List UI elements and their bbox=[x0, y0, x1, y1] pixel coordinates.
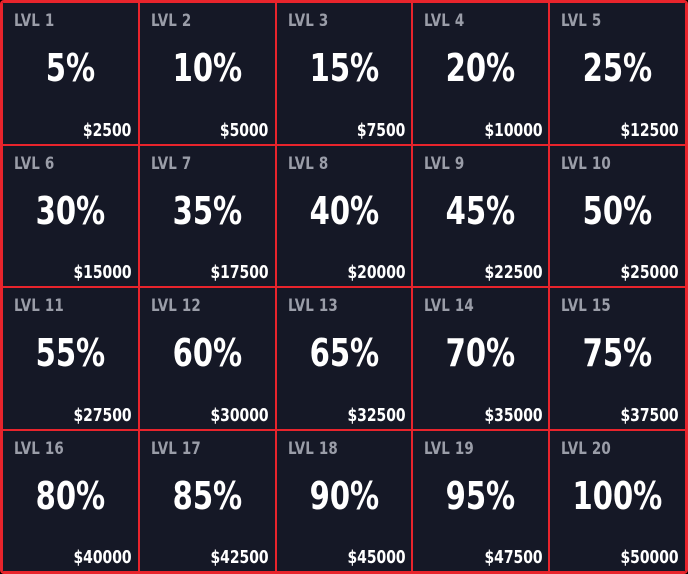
level-label: LVL 11 bbox=[14, 296, 64, 316]
level-price: $7500 bbox=[356, 119, 406, 141]
level-card[interactable]: LVL 12 60% $30000 bbox=[138, 287, 276, 430]
level-price: $2500 bbox=[83, 119, 132, 141]
level-percent: 15% bbox=[309, 46, 379, 90]
level-price: $17500 bbox=[210, 262, 269, 283]
level-label: LVL 5 bbox=[561, 11, 602, 31]
level-label: LVL 10 bbox=[561, 153, 612, 174]
level-percent: 45% bbox=[446, 188, 516, 233]
level-percent: 85% bbox=[172, 473, 242, 518]
level-price: $30000 bbox=[210, 404, 269, 426]
level-label: LVL 12 bbox=[150, 296, 201, 316]
level-label: LVL 17 bbox=[150, 438, 201, 459]
level-label: LVL 18 bbox=[287, 438, 338, 459]
level-percent: 30% bbox=[35, 188, 106, 233]
level-percent: 60% bbox=[172, 331, 242, 375]
level-price: $47500 bbox=[484, 547, 543, 568]
level-label: LVL 1 bbox=[14, 11, 55, 31]
level-percent: 55% bbox=[35, 331, 106, 375]
level-card[interactable]: LVL 20 100% $50000 bbox=[549, 429, 686, 572]
level-price: $42500 bbox=[210, 547, 269, 568]
level-label: LVL 15 bbox=[561, 296, 612, 316]
level-label: LVL 6 bbox=[14, 153, 55, 174]
level-card[interactable]: LVL 4 20% $10000 bbox=[412, 2, 550, 145]
level-price: $10000 bbox=[484, 119, 543, 141]
level-label: LVL 16 bbox=[14, 438, 64, 459]
level-price: $15000 bbox=[73, 262, 132, 283]
level-percent: 10% bbox=[172, 46, 242, 90]
level-percent: 25% bbox=[582, 46, 653, 90]
level-price: $35000 bbox=[484, 404, 543, 426]
level-card[interactable]: LVL 11 55% $27500 bbox=[2, 287, 139, 430]
level-card[interactable]: LVL 9 45% $22500 bbox=[412, 144, 550, 287]
level-price: $45000 bbox=[347, 547, 406, 568]
level-label: LVL 9 bbox=[424, 153, 465, 174]
level-card[interactable]: LVL 1 5% $2500 bbox=[2, 2, 139, 145]
level-percent: 40% bbox=[309, 188, 379, 233]
level-card[interactable]: LVL 17 85% $42500 bbox=[138, 429, 276, 572]
level-label: LVL 19 bbox=[424, 438, 475, 459]
level-percent: 35% bbox=[172, 188, 242, 233]
level-price: $5000 bbox=[220, 119, 269, 141]
level-price: $20000 bbox=[347, 262, 406, 283]
level-label: LVL 8 bbox=[287, 153, 329, 174]
level-price: $50000 bbox=[620, 547, 679, 568]
level-label: LVL 13 bbox=[287, 296, 338, 316]
level-label: LVL 7 bbox=[150, 153, 192, 174]
level-card[interactable]: LVL 3 15% $7500 bbox=[275, 2, 413, 145]
level-label: LVL 20 bbox=[561, 438, 612, 459]
level-price: $32500 bbox=[347, 404, 406, 426]
level-card[interactable]: LVL 16 80% $40000 bbox=[2, 429, 139, 572]
level-percent: 100% bbox=[572, 473, 663, 518]
level-price: $25000 bbox=[620, 262, 679, 283]
level-percent: 65% bbox=[309, 331, 379, 375]
level-card[interactable]: LVL 14 70% $35000 bbox=[412, 287, 550, 430]
level-card[interactable]: LVL 10 50% $25000 bbox=[549, 144, 686, 287]
level-label: LVL 3 bbox=[287, 11, 329, 31]
level-percent: 95% bbox=[446, 473, 516, 518]
level-label: LVL 2 bbox=[150, 11, 192, 31]
level-price: $27500 bbox=[73, 404, 132, 426]
level-card[interactable]: LVL 2 10% $5000 bbox=[138, 2, 276, 145]
level-percent: 80% bbox=[35, 473, 106, 518]
level-card[interactable]: LVL 8 40% $20000 bbox=[275, 144, 413, 287]
level-card[interactable]: LVL 7 35% $17500 bbox=[138, 144, 276, 287]
level-label: LVL 14 bbox=[424, 296, 475, 316]
level-card[interactable]: LVL 19 95% $47500 bbox=[412, 429, 550, 572]
level-label: LVL 4 bbox=[424, 11, 465, 31]
level-price: $12500 bbox=[620, 119, 679, 141]
level-percent: 5% bbox=[45, 46, 96, 90]
level-price: $40000 bbox=[73, 547, 132, 568]
level-card[interactable]: LVL 15 75% $37500 bbox=[549, 287, 686, 430]
level-card[interactable]: LVL 13 65% $32500 bbox=[275, 287, 413, 430]
level-percent: 75% bbox=[582, 331, 653, 375]
level-percent: 50% bbox=[582, 188, 653, 233]
level-percent: 70% bbox=[446, 331, 516, 375]
level-card[interactable]: LVL 5 25% $12500 bbox=[549, 2, 686, 145]
level-percent: 20% bbox=[446, 46, 516, 90]
level-price: $37500 bbox=[620, 404, 679, 426]
level-card[interactable]: LVL 18 90% $45000 bbox=[275, 429, 413, 572]
level-price: $22500 bbox=[484, 262, 543, 283]
level-card[interactable]: LVL 6 30% $15000 bbox=[2, 144, 139, 287]
level-percent: 90% bbox=[309, 473, 379, 518]
